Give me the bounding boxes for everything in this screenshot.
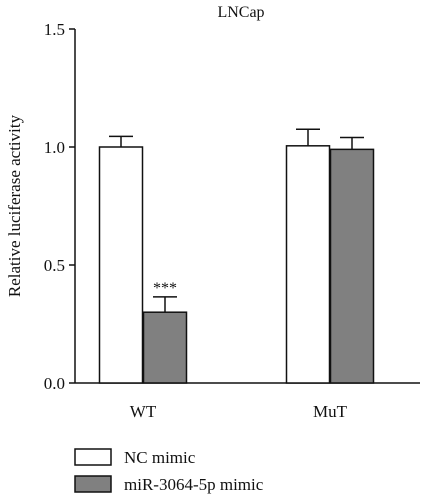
y-tick-label: 1.5 — [44, 20, 65, 39]
bar-nc-mimic-wt — [98, 146, 144, 384]
y-tick-label: 0.0 — [44, 374, 65, 393]
x-tick-label-wt: WT — [130, 402, 157, 421]
y-tick-label: 1.0 — [44, 138, 65, 157]
y-tick-label: 0.5 — [44, 256, 65, 275]
significance-label: *** — [153, 280, 177, 297]
chart-title: LNCap — [217, 4, 264, 21]
bar-nc-mimic-mut — [285, 145, 331, 384]
x-tick-label-mut: MuT — [313, 402, 348, 421]
legend-label: miR-3064-5p mimic — [124, 475, 264, 494]
legend-label: NC mimic — [124, 448, 196, 467]
bar-mir-mimic-mut — [329, 148, 375, 384]
legend-swatch — [74, 448, 112, 466]
y-axis-label: Relative luciferase activity — [5, 114, 24, 297]
legend-swatch — [74, 475, 112, 493]
bar-mir-mimic-wt — [142, 311, 188, 384]
